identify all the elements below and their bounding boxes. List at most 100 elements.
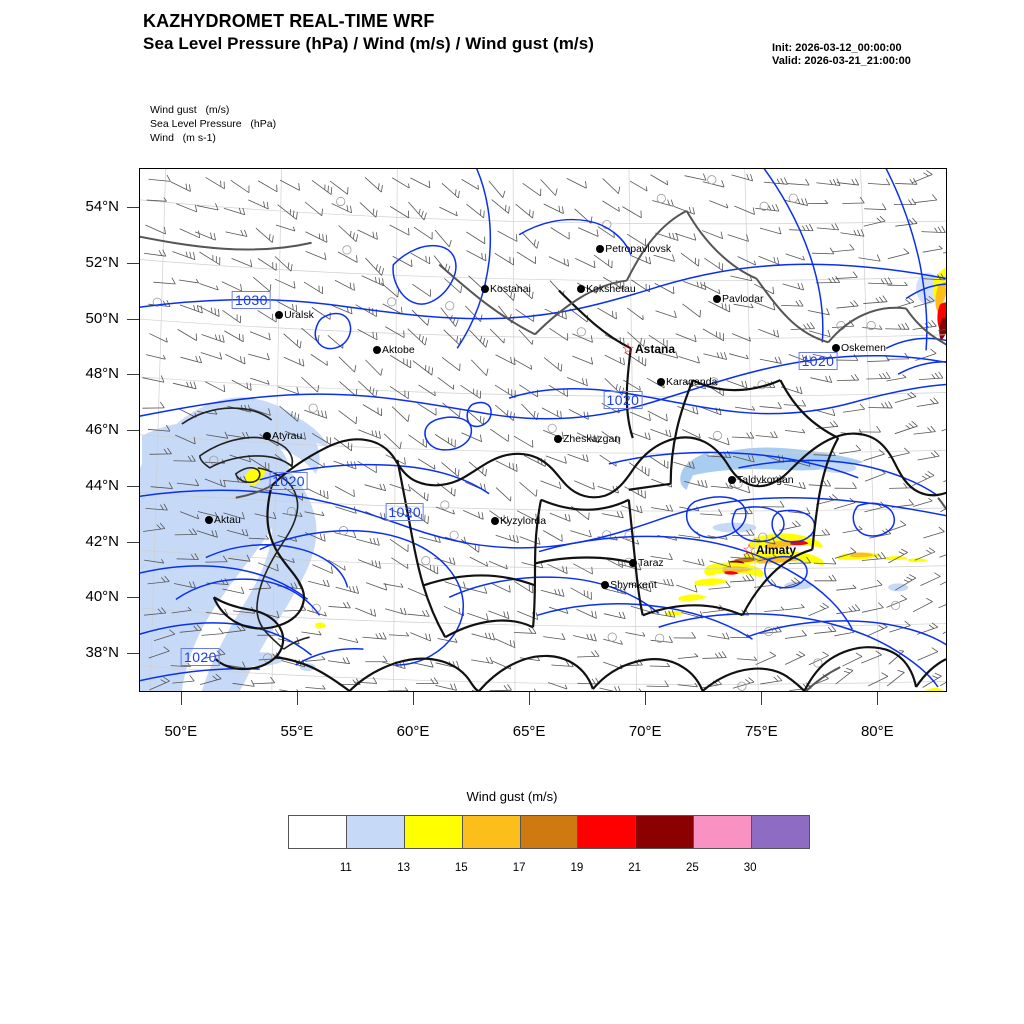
city-marker-kyzylorda: [491, 517, 499, 525]
field-legend-wind: Wind (m s-1): [150, 132, 216, 144]
city-label-almaty: Almaty: [756, 543, 797, 557]
capital-marker-astana: ☆: [621, 340, 635, 358]
x-tick: [877, 692, 879, 705]
isobar-label: 1020: [385, 502, 425, 521]
city-label-uralsk: Uralsk: [284, 309, 314, 321]
x-tick-label: 50°E: [164, 723, 198, 740]
colorbar-ticks: 11 13 15 17 19 21 25 30: [288, 862, 810, 880]
city-label-pavlodar: Pavlodar: [722, 293, 764, 305]
city-marker-oskemen: [832, 344, 840, 352]
colorbar-swatch: [694, 816, 753, 848]
city-marker-petropavlovsk: [596, 245, 605, 254]
city-marker-kostanai: [481, 285, 489, 293]
city-marker-aktau: [205, 516, 213, 524]
valid-time: Valid: 2026-03-21_21:00:00: [772, 55, 911, 67]
colorbar-swatch: [520, 816, 579, 848]
wind-barb-field: [141, 169, 946, 691]
y-tick-label: 52°N: [85, 253, 119, 271]
colorbar-tick-label: 11: [339, 862, 352, 874]
city-marker-pavlodar: [713, 295, 721, 303]
y-tick: [127, 207, 139, 208]
coastline: [181, 407, 310, 650]
gust-shade-atyrau-bay: [179, 406, 330, 450]
city-label-astana: Astana: [635, 342, 676, 356]
city-label-kokshetau: Kokshetau: [586, 283, 636, 295]
colorbar-swatch: [404, 816, 463, 848]
colorbar-swatch: [636, 816, 695, 848]
x-tick-label: 70°E: [628, 723, 662, 740]
city-marker-atyrau: [263, 432, 271, 440]
model-run-info: Init: 2026-03-12_00:00:00 Valid: 2026-03…: [772, 42, 1022, 68]
colorbar-swatch: [346, 816, 405, 848]
y-tick: [127, 485, 139, 487]
y-tick: [127, 374, 139, 376]
x-tick-label: 55°E: [280, 723, 314, 740]
colorbar-tick-label: 17: [512, 862, 526, 874]
page-title: KAZHYDROMET REAL-TIME WRF: [143, 11, 435, 31]
x-tick: [296, 692, 298, 705]
x-tick: [180, 692, 182, 705]
y-tick-label: 44°N: [85, 476, 119, 494]
colorbar-swatch: [289, 816, 347, 848]
city-label-taraz: Taraz: [638, 557, 664, 569]
city-label-kyzylorda: Kyzylorda: [500, 515, 547, 527]
city-marker-kokshetau: [577, 285, 586, 293]
capital-marker-almaty: ☆: [742, 541, 756, 559]
y-tick: [127, 318, 139, 320]
colorbar-swatch: [752, 816, 810, 848]
x-tick-label: 80°E: [860, 723, 894, 740]
city-label-atyrau: Atyrau: [272, 430, 303, 442]
country-border: [212, 289, 946, 691]
city-marker-taraz: [629, 559, 637, 567]
secondary-border: [140, 209, 946, 691]
map-canvas: [140, 169, 946, 691]
y-tick-label: 54°N: [85, 198, 119, 215]
colorbar-swatch: [462, 816, 521, 848]
x-tick-label: 75°E: [744, 723, 778, 740]
city-label-kostanai: Kostanai: [490, 283, 531, 295]
x-tick: [645, 692, 647, 705]
colorbar: [288, 815, 810, 849]
x-tick: [413, 692, 414, 705]
y-tick-label: 42°N: [85, 532, 119, 550]
city-marker-uralsk: [275, 311, 284, 319]
isobar-label: 1020: [269, 472, 308, 491]
map-plot-area: Petropavlovsk Kostanai Kokshetau Pavlodar Ur…: [139, 168, 947, 692]
y-tick-label: 38°N: [85, 644, 119, 661]
colorbar-tick-label: 25: [685, 862, 699, 874]
city-label-aktau: Aktau: [214, 514, 241, 526]
x-tick: [761, 692, 763, 705]
graticule: [140, 169, 946, 691]
city-label-aktobe: Aktobe: [382, 344, 415, 356]
city-label-shymkent: Shymkent: [610, 579, 657, 591]
colorbar-swatch: [578, 816, 637, 848]
city-marker-aktobe: [373, 346, 381, 354]
city-marker-zheskazgan: [554, 435, 562, 443]
y-tick: [127, 653, 139, 654]
colorbar-tick-label: 13: [397, 862, 410, 874]
city-label-zheskazgan: Zheskazgan: [563, 433, 621, 445]
city-label-karaganda: Karaganda: [666, 376, 718, 388]
isobar-label: 1020: [603, 391, 643, 410]
y-tick-label: 40°N: [85, 588, 119, 606]
city-label-oskemen: Oskemen: [841, 342, 886, 354]
init-time: Init: 2026-03-12_00:00:00: [772, 42, 902, 54]
y-tick: [127, 430, 139, 431]
y-tick-label: 48°N: [85, 365, 119, 383]
x-tick-label: 65°E: [512, 723, 546, 740]
isobar-label: 1030: [232, 291, 271, 309]
colorbar-tick-label: 19: [570, 862, 584, 874]
field-legend-wind-gust: Wind gust (m/s): [150, 104, 230, 116]
colorbar-tick-label: 30: [743, 862, 757, 874]
y-tick-label: 50°N: [85, 309, 119, 327]
city-marker-shymkent: [601, 581, 610, 589]
y-tick: [127, 597, 139, 599]
y-tick: [127, 541, 139, 543]
y-tick-label: 46°N: [85, 421, 119, 438]
field-legend-slp: Sea Level Pressure (hPa): [150, 118, 277, 130]
isobar-label: 1020: [181, 647, 220, 666]
title-block: KAZHYDROMET REAL-TIME WRF Sea Level Pres…: [143, 10, 843, 55]
city-label-petropavlovsk: Petropavlovsk: [605, 243, 672, 256]
city-label-taldykorgan: Taldykorgan: [737, 474, 794, 486]
field-legend: Wind gust (m/s) Sea Level Pressure (hPa)…: [150, 103, 276, 145]
